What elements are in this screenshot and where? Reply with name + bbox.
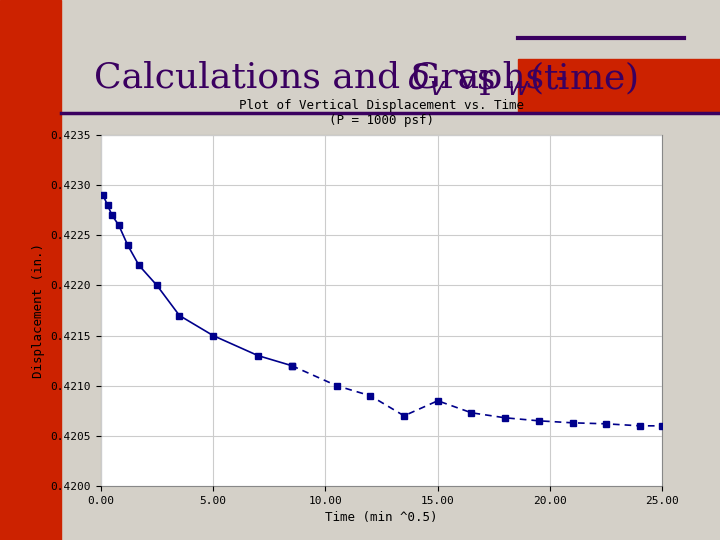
- Y-axis label: Displacement (in.): Displacement (in.): [32, 243, 45, 378]
- Bar: [518, 59, 720, 113]
- Title: Plot of Vertical Displacement vs. Time
(P = 1000 psf): Plot of Vertical Displacement vs. Time (…: [239, 99, 524, 127]
- X-axis label: Time (min ^0.5): Time (min ^0.5): [325, 511, 438, 524]
- Text: $\delta_v$ vs $_w$(time): $\delta_v$ vs $_w$(time): [407, 59, 638, 97]
- Bar: [0, 0, 61, 540]
- Text: Calculations and Graphs -: Calculations and Graphs -: [94, 62, 579, 95]
